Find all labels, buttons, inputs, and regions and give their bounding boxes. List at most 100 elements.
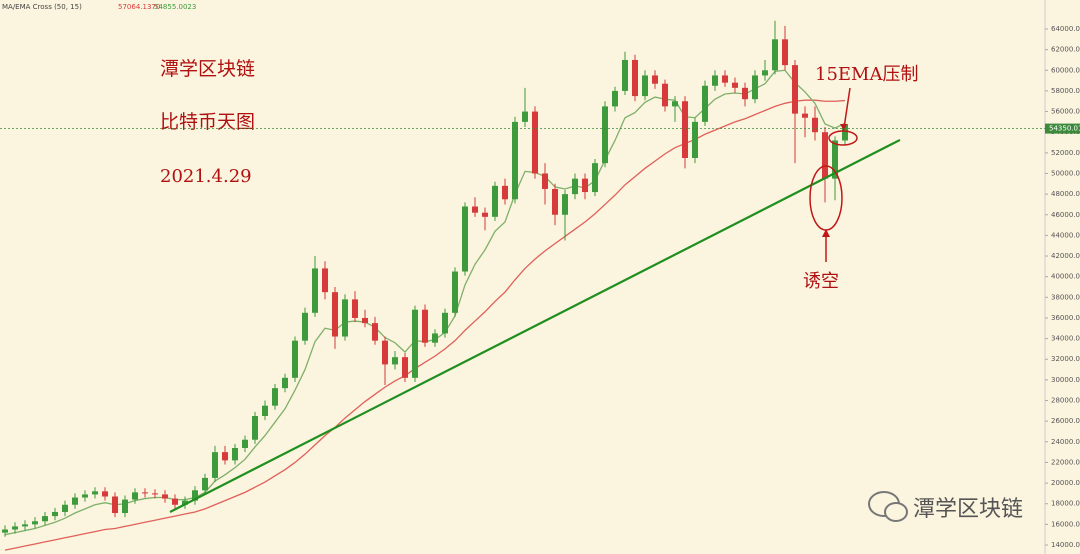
y-tick-label: 38000.00 [1051, 293, 1080, 301]
y-tick-label: 56000.00 [1051, 108, 1080, 116]
candle-body [482, 212, 488, 217]
annotation-resistance: 15EMA压制 [815, 64, 918, 85]
candle-body [802, 113, 808, 118]
candle-body [222, 452, 228, 461]
candle-body [442, 312, 448, 334]
indicator-label: MA/EMA Cross (50, 15) [2, 3, 82, 11]
y-tick-label: 58000.00 [1051, 87, 1080, 95]
candle-body [812, 117, 818, 133]
candle-body [662, 83, 668, 107]
y-tick-label: 46000.00 [1051, 211, 1080, 219]
candle-body [472, 206, 478, 213]
y-tick-label: 34000.00 [1051, 335, 1080, 343]
candle-body [542, 173, 548, 189]
candle-body [462, 206, 468, 272]
indicator-readout: 57064.1370 [118, 3, 160, 11]
candle-body [592, 163, 598, 193]
candle-body [42, 516, 48, 522]
candle-body [242, 439, 248, 448]
candle-body [182, 500, 188, 505]
annotation-bear-trap: 诱空 [803, 271, 839, 292]
candle-body [132, 492, 138, 500]
candle-body [22, 524, 28, 527]
y-tick-label: 42000.00 [1051, 252, 1080, 260]
y-tick-label: 40000.00 [1051, 273, 1080, 281]
candle-body [322, 268, 328, 293]
watermark-text: 潭学区块链 [913, 497, 1023, 522]
candle-body [792, 65, 798, 114]
y-tick-label: 48000.00 [1051, 190, 1080, 198]
candle-body [632, 59, 638, 97]
candle-body [32, 521, 38, 525]
y-tick-label: 62000.00 [1051, 46, 1080, 54]
candle-body [342, 299, 348, 337]
watermark: 潭学区块链 [868, 491, 1023, 522]
annotation-subtitle: 比特币天图 [160, 111, 255, 133]
y-tick-label: 16000.00 [1051, 520, 1080, 528]
candle-body [712, 75, 718, 86]
y-tick-label: 18000.00 [1051, 500, 1080, 508]
candle-body [382, 340, 388, 365]
candle-body [772, 39, 778, 71]
candle-body [302, 312, 308, 341]
candle-body [92, 491, 98, 495]
arrow-head [840, 124, 847, 131]
candle-body [262, 405, 268, 417]
y-tick-label: 30000.00 [1051, 376, 1080, 384]
candle-body [732, 82, 738, 88]
y-tick-label: 24000.00 [1051, 438, 1080, 446]
candle-body [702, 85, 708, 122]
candle-body [292, 340, 298, 378]
candle-body [312, 268, 318, 313]
candle-body [272, 388, 278, 406]
candle-body [762, 70, 768, 76]
arrow [843, 87, 851, 129]
y-tick-label: 14000.00 [1051, 541, 1080, 549]
indicator-readout: 54855.0023 [154, 3, 196, 11]
y-tick-label: 22000.00 [1051, 458, 1080, 466]
candle-body [12, 526, 18, 530]
candle-body [72, 497, 78, 505]
y-tick-label: 60000.00 [1051, 66, 1080, 74]
candle-body [492, 185, 498, 217]
candle-body [2, 529, 8, 533]
candle-body [362, 317, 368, 324]
candle-body [162, 494, 168, 499]
candle-body [422, 309, 428, 343]
y-tick-label: 36000.00 [1051, 314, 1080, 322]
candle-body [392, 357, 398, 365]
candle-body [842, 123, 848, 141]
candle-body [512, 121, 518, 200]
candle-body [52, 511, 58, 517]
candle-body [432, 333, 438, 343]
annotation-date: 2021.4.29 [160, 166, 252, 187]
candle-body [672, 101, 678, 107]
candle-body [412, 309, 418, 378]
trendline [169, 138, 901, 513]
candle-body [332, 292, 338, 337]
y-tick-label: 44000.00 [1051, 231, 1080, 239]
y-tick-label: 52000.00 [1051, 149, 1080, 157]
candle-body [552, 188, 558, 215]
y-tick-label: 32000.00 [1051, 355, 1080, 363]
annotation-title: 潭学区块链 [160, 58, 255, 80]
arrow-head [822, 229, 830, 237]
candle-body [232, 447, 238, 461]
candle-body [572, 178, 578, 195]
candle-body [152, 493, 158, 495]
candle-body [62, 504, 68, 512]
candle-body [642, 75, 648, 97]
candle-body [722, 75, 728, 83]
y-tick-label: 50000.00 [1051, 169, 1080, 177]
candle-body [372, 323, 378, 341]
candle-body [682, 101, 688, 158]
candle-body [652, 75, 658, 84]
last-price-label: 54350.01 [1049, 125, 1080, 133]
candle-body [82, 494, 88, 498]
candle-body [122, 499, 128, 514]
candle-body [602, 106, 608, 164]
resistance-ellipse [828, 130, 858, 146]
candle-body [212, 452, 218, 478]
